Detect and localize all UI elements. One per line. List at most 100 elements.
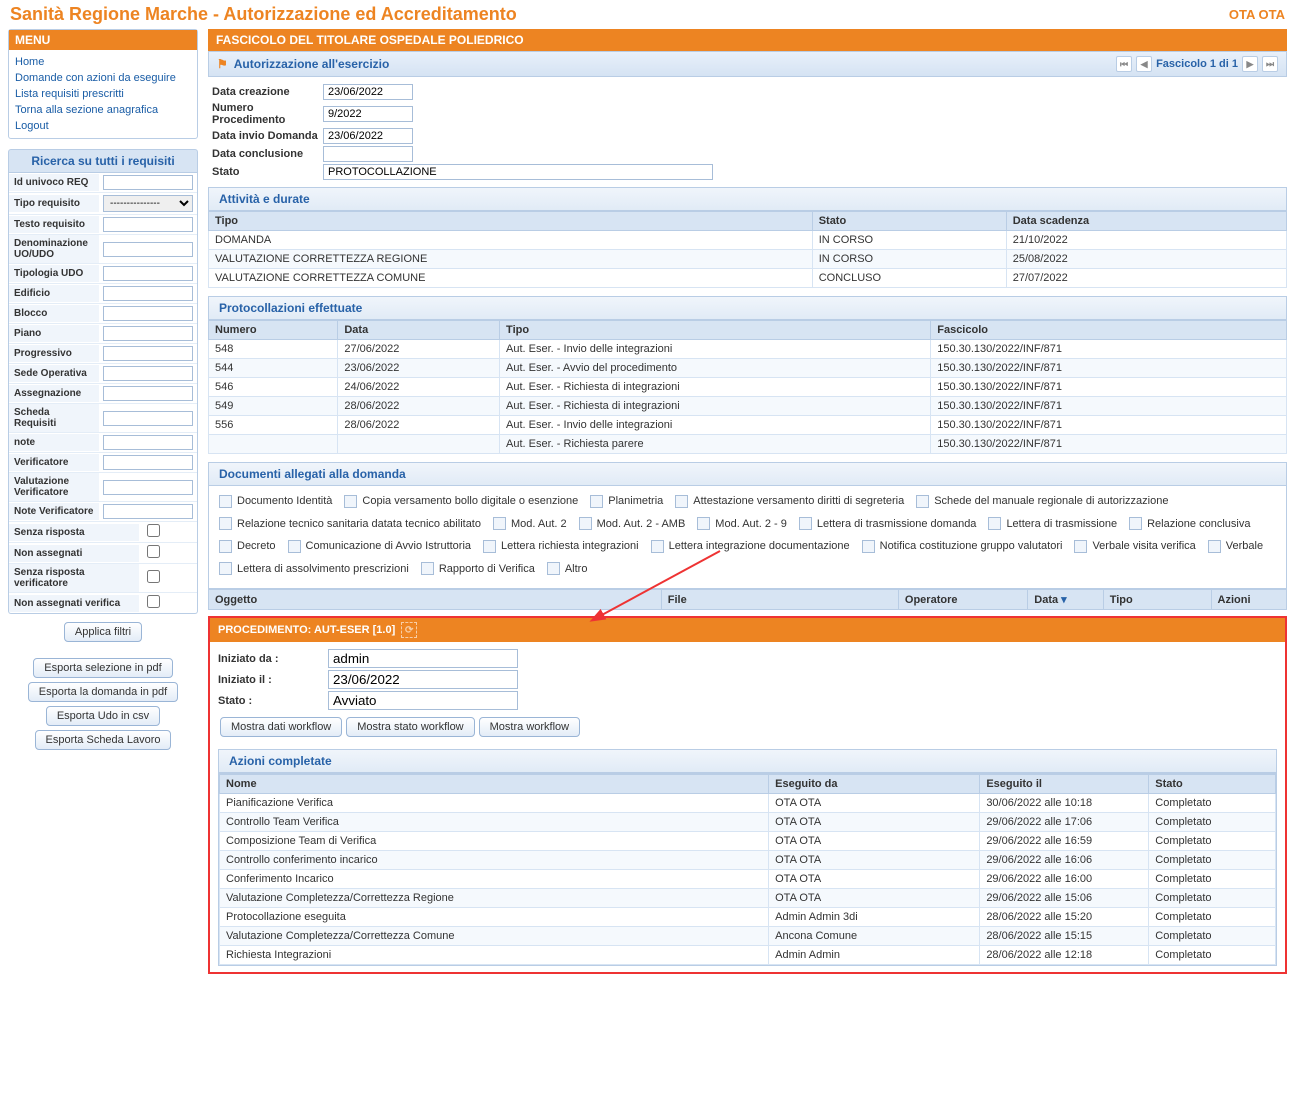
menu-link[interactable]: Torna alla sezione anagrafica [15, 102, 191, 118]
checkbox-icon[interactable] [493, 517, 506, 530]
checkbox-icon[interactable] [651, 540, 664, 553]
col-header[interactable]: Stato [812, 212, 1006, 231]
doc-item[interactable]: Mod. Aut. 2 - AMB [579, 515, 686, 534]
table-row[interactable]: 54624/06/2022Aut. Eser. - Richiesta di i… [209, 378, 1287, 397]
checkbox-icon[interactable] [219, 517, 232, 530]
table-row[interactable]: Controllo Team VerificaOTA OTA29/06/2022… [220, 813, 1276, 832]
col-header[interactable]: Operatore [898, 590, 1027, 610]
checkbox-icon[interactable] [675, 495, 688, 508]
col-header[interactable]: Azioni [1211, 590, 1286, 610]
doc-item[interactable]: Altro [547, 560, 588, 579]
checkbox-icon[interactable] [547, 562, 560, 575]
filter-input[interactable] [103, 326, 193, 341]
filter-input[interactable] [103, 386, 193, 401]
workflow-button[interactable]: Mostra stato workflow [346, 717, 474, 737]
doc-item[interactable]: Rapporto di Verifica [421, 560, 535, 579]
table-row[interactable]: Controllo conferimento incaricoOTA OTA29… [220, 851, 1276, 870]
col-header[interactable]: Data ▾ [1028, 590, 1103, 610]
table-row[interactable]: Aut. Eser. - Richiesta parere150.30.130/… [209, 435, 1287, 454]
checkbox-icon[interactable] [697, 517, 710, 530]
checkbox-icon[interactable] [483, 540, 496, 553]
col-header[interactable]: Oggetto [209, 590, 662, 610]
filter-input[interactable] [103, 266, 193, 281]
input-data-creazione[interactable] [323, 84, 413, 100]
export-button[interactable]: Esporta la domanda in pdf [28, 682, 178, 702]
checkbox-icon[interactable] [288, 540, 301, 553]
filter-input[interactable] [103, 175, 193, 190]
workflow-icon[interactable]: ⟳ [401, 622, 417, 638]
table-row[interactable]: Protocollazione eseguitaAdmin Admin 3di2… [220, 908, 1276, 927]
filter-input[interactable] [103, 455, 193, 470]
export-button[interactable]: Esporta Scheda Lavoro [35, 730, 172, 750]
pager-prev-button[interactable]: ◀ [1136, 56, 1152, 72]
doc-item[interactable]: Lettera richiesta integrazioni [483, 537, 639, 556]
doc-item[interactable]: Mod. Aut. 2 - 9 [697, 515, 787, 534]
col-header[interactable]: Stato [1149, 775, 1276, 794]
doc-item[interactable]: Verbale visita verifica [1074, 537, 1195, 556]
filter-input[interactable] [103, 435, 193, 450]
table-row[interactable]: Pianificazione VerificaOTA OTA30/06/2022… [220, 794, 1276, 813]
checkbox-icon[interactable] [579, 517, 592, 530]
input-iniziato-il[interactable] [328, 670, 518, 689]
col-header[interactable]: File [661, 590, 898, 610]
doc-item[interactable]: Attestazione versamento diritti di segre… [675, 492, 904, 511]
workflow-button[interactable]: Mostra dati workflow [220, 717, 342, 737]
doc-item[interactable]: Comunicazione di Avvio Istruttoria [288, 537, 472, 556]
filter-input[interactable] [103, 286, 193, 301]
checkbox-icon[interactable] [1074, 540, 1087, 553]
filter-input[interactable] [103, 306, 193, 321]
doc-item[interactable]: Lettera integrazione documentazione [651, 537, 850, 556]
input-iniziato-da[interactable] [328, 649, 518, 668]
col-header[interactable]: Numero [209, 321, 338, 340]
checkbox-icon[interactable] [590, 495, 603, 508]
doc-item[interactable]: Mod. Aut. 2 [493, 515, 567, 534]
col-header[interactable]: Data [338, 321, 500, 340]
filter-input[interactable] [103, 504, 193, 519]
table-row[interactable]: 54423/06/2022Aut. Eser. - Avvio del proc… [209, 359, 1287, 378]
doc-item[interactable]: Documento Identità [219, 492, 332, 511]
col-header[interactable]: Tipo [209, 212, 813, 231]
pager-first-button[interactable]: ⏮ [1116, 56, 1132, 72]
filter-checkbox[interactable] [147, 524, 160, 537]
filter-select[interactable]: --------------- [103, 195, 193, 212]
filter-input[interactable] [103, 242, 193, 257]
table-row[interactable]: VALUTAZIONE CORRETTEZZA COMUNECONCLUSO27… [209, 269, 1287, 288]
input-stato-proc[interactable] [328, 691, 518, 710]
azioni-scroll[interactable]: NomeEseguito daEseguito ilStato Pianific… [218, 773, 1277, 966]
filter-checkbox[interactable] [147, 570, 160, 583]
menu-link[interactable]: Lista requisiti prescritti [15, 86, 191, 102]
doc-item[interactable]: Lettera di assolvimento prescrizioni [219, 560, 409, 579]
pager-next-button[interactable]: ▶ [1242, 56, 1258, 72]
table-row[interactable]: Conferimento IncaricoOTA OTA29/06/2022 a… [220, 870, 1276, 889]
table-row[interactable]: Valutazione Completezza/Correttezza Regi… [220, 889, 1276, 908]
doc-item[interactable]: Lettera di trasmissione domanda [799, 515, 977, 534]
col-header[interactable]: Nome [220, 775, 769, 794]
checkbox-icon[interactable] [916, 495, 929, 508]
checkbox-icon[interactable] [344, 495, 357, 508]
filter-input[interactable] [103, 411, 193, 426]
checkbox-icon[interactable] [219, 495, 232, 508]
pager-last-button[interactable]: ⏭ [1262, 56, 1278, 72]
table-row[interactable]: Valutazione Completezza/Correttezza Comu… [220, 927, 1276, 946]
export-button[interactable]: Esporta Udo in csv [46, 706, 160, 726]
filter-input[interactable] [103, 346, 193, 361]
apply-filters-button[interactable]: Applica filtri [64, 622, 142, 642]
col-header[interactable]: Eseguito il [980, 775, 1149, 794]
col-header[interactable]: Tipo [500, 321, 931, 340]
menu-link[interactable]: Domande con azioni da eseguire [15, 70, 191, 86]
table-row[interactable]: DOMANDAIN CORSO21/10/2022 [209, 231, 1287, 250]
col-header[interactable]: Data scadenza [1006, 212, 1286, 231]
doc-item[interactable]: Notifica costituzione gruppo valutatori [862, 537, 1063, 556]
doc-item[interactable]: Verbale [1208, 537, 1263, 556]
doc-item[interactable]: Schede del manuale regionale di autorizz… [916, 492, 1168, 511]
checkbox-icon[interactable] [219, 562, 232, 575]
input-stato[interactable] [323, 164, 713, 180]
table-row[interactable]: 54928/06/2022Aut. Eser. - Richiesta di i… [209, 397, 1287, 416]
checkbox-icon[interactable] [862, 540, 875, 553]
doc-item[interactable]: Decreto [219, 537, 276, 556]
input-data-invio[interactable] [323, 128, 413, 144]
filter-checkbox[interactable] [147, 595, 160, 608]
checkbox-icon[interactable] [219, 540, 232, 553]
filter-checkbox[interactable] [147, 545, 160, 558]
export-button[interactable]: Esporta selezione in pdf [33, 658, 172, 678]
